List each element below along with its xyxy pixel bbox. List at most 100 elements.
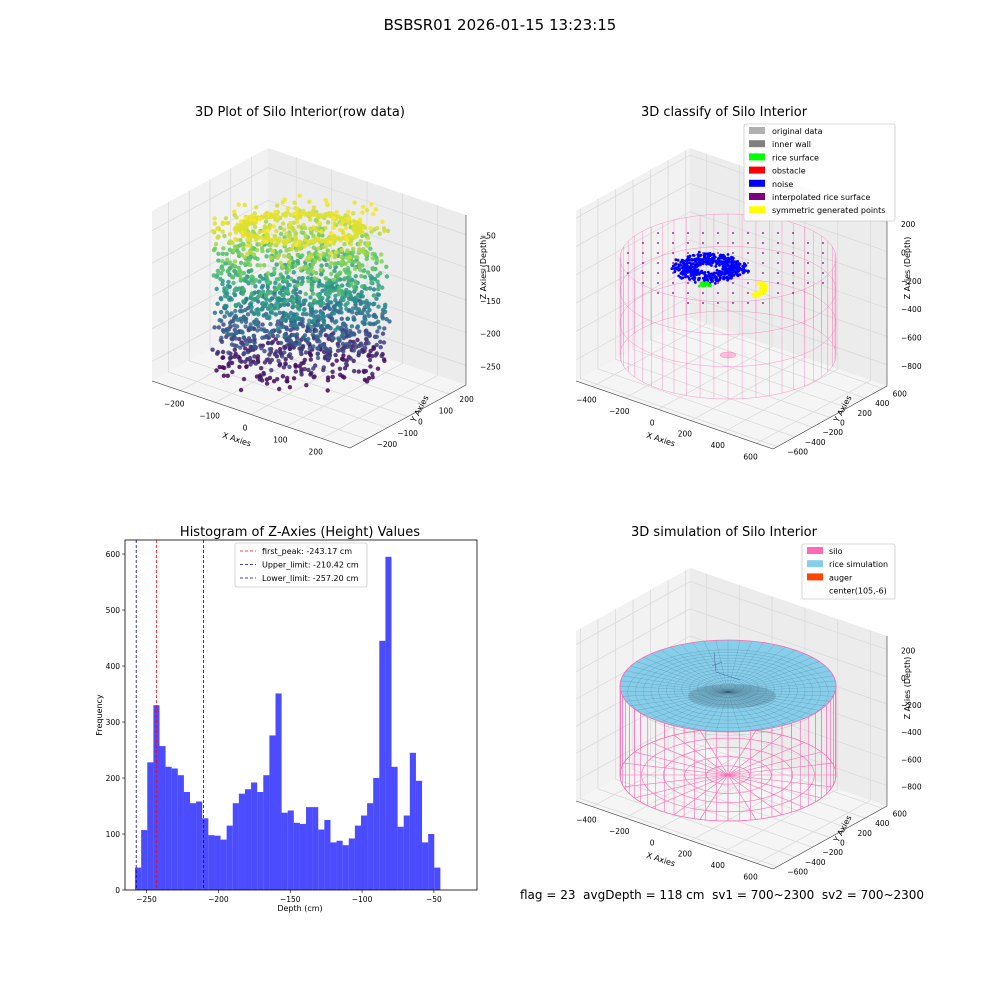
data-point (300, 253, 305, 258)
legend-label: inner wall (772, 140, 811, 149)
data-point (243, 324, 248, 329)
data-point (332, 262, 338, 267)
data-point (221, 373, 227, 378)
auger-line (715, 671, 741, 681)
data-point (369, 202, 374, 207)
data-point (281, 317, 286, 323)
data-point (287, 262, 292, 268)
data-point (344, 306, 349, 312)
data-point (380, 285, 385, 290)
rice-dot (704, 281, 708, 285)
data-point (229, 355, 234, 360)
x-tick-label: 0 (650, 418, 655, 427)
histogram-bar (183, 792, 191, 890)
data-point (236, 265, 242, 271)
data-point (307, 199, 312, 204)
data-point (358, 267, 363, 273)
data-point (309, 286, 315, 291)
data-point (225, 331, 230, 337)
noise-dot (674, 262, 678, 265)
data-point (301, 307, 307, 313)
data-point (351, 250, 356, 255)
data-point (381, 340, 387, 345)
data-point (353, 300, 358, 305)
data-point (341, 332, 346, 338)
data-point (240, 234, 246, 239)
z-tick-label: −150 (480, 297, 501, 306)
data-point (308, 267, 313, 273)
data-point (248, 322, 253, 327)
data-point (238, 345, 243, 350)
data-point (362, 345, 368, 351)
mesh-spoke (651, 653, 729, 693)
data-point (252, 340, 257, 346)
data-point (278, 249, 283, 254)
data-point (321, 322, 327, 327)
histogram-bar (208, 835, 215, 890)
rice-mesh (619, 640, 837, 736)
y-tick-label: 300 (106, 718, 121, 727)
data-point (353, 232, 358, 237)
noise-dot (732, 273, 736, 277)
data-point (329, 300, 334, 305)
data-point (253, 277, 259, 283)
data-point (232, 209, 237, 214)
data-point (338, 372, 343, 377)
data-point (261, 372, 266, 377)
noise-dot (699, 262, 702, 266)
data-point (371, 346, 376, 351)
y-gridline (580, 628, 778, 867)
data-point (351, 211, 356, 216)
data-point (275, 255, 280, 260)
data-point (261, 313, 266, 318)
data-point (346, 216, 352, 221)
mesh-spoke (622, 675, 729, 693)
data-point (366, 313, 372, 318)
data-point (310, 332, 315, 337)
data-point (288, 327, 293, 333)
data-point (295, 316, 301, 321)
data-point (332, 268, 337, 274)
x-gridline (625, 165, 740, 399)
data-point (339, 325, 344, 330)
noise-dot (722, 262, 726, 266)
interpolated-dot (777, 232, 779, 234)
data-point (376, 292, 382, 297)
y-axis-line (349, 384, 467, 449)
noise-dot (724, 258, 728, 261)
data-point (215, 235, 220, 240)
chart-classified: 3D classify of Silo Interior−400−2000200… (575, 105, 922, 461)
data-point (352, 341, 357, 347)
data-point (273, 337, 278, 342)
y-gridline (597, 198, 796, 438)
noise-dot (691, 277, 695, 280)
data-point (236, 354, 241, 359)
interpolated-dot (792, 252, 794, 254)
data-point (273, 280, 278, 285)
interpolated-dot (672, 272, 674, 274)
data-point (279, 302, 284, 307)
interpolated-dot (822, 272, 824, 274)
data-point (326, 324, 331, 329)
interpolated-dot (822, 282, 824, 284)
data-point (275, 214, 280, 219)
data-point (348, 242, 354, 247)
histogram-bar (391, 766, 398, 890)
interpolated-dot (657, 292, 659, 294)
interpolated-dot (642, 252, 644, 254)
data-point (280, 374, 286, 379)
data-point (297, 307, 302, 312)
data-point (220, 365, 225, 370)
z-tick-label: −800 (901, 362, 922, 371)
data-point (230, 240, 235, 246)
data-point (281, 293, 286, 298)
interpolated-dot (642, 242, 644, 244)
data-point (292, 322, 297, 328)
mesh-spoke (660, 649, 729, 693)
noise-dot (688, 261, 692, 265)
data-point (262, 224, 267, 229)
data-point (237, 269, 243, 274)
data-point (337, 303, 342, 308)
data-point (226, 326, 231, 331)
y-tick-label: 0 (418, 418, 423, 427)
